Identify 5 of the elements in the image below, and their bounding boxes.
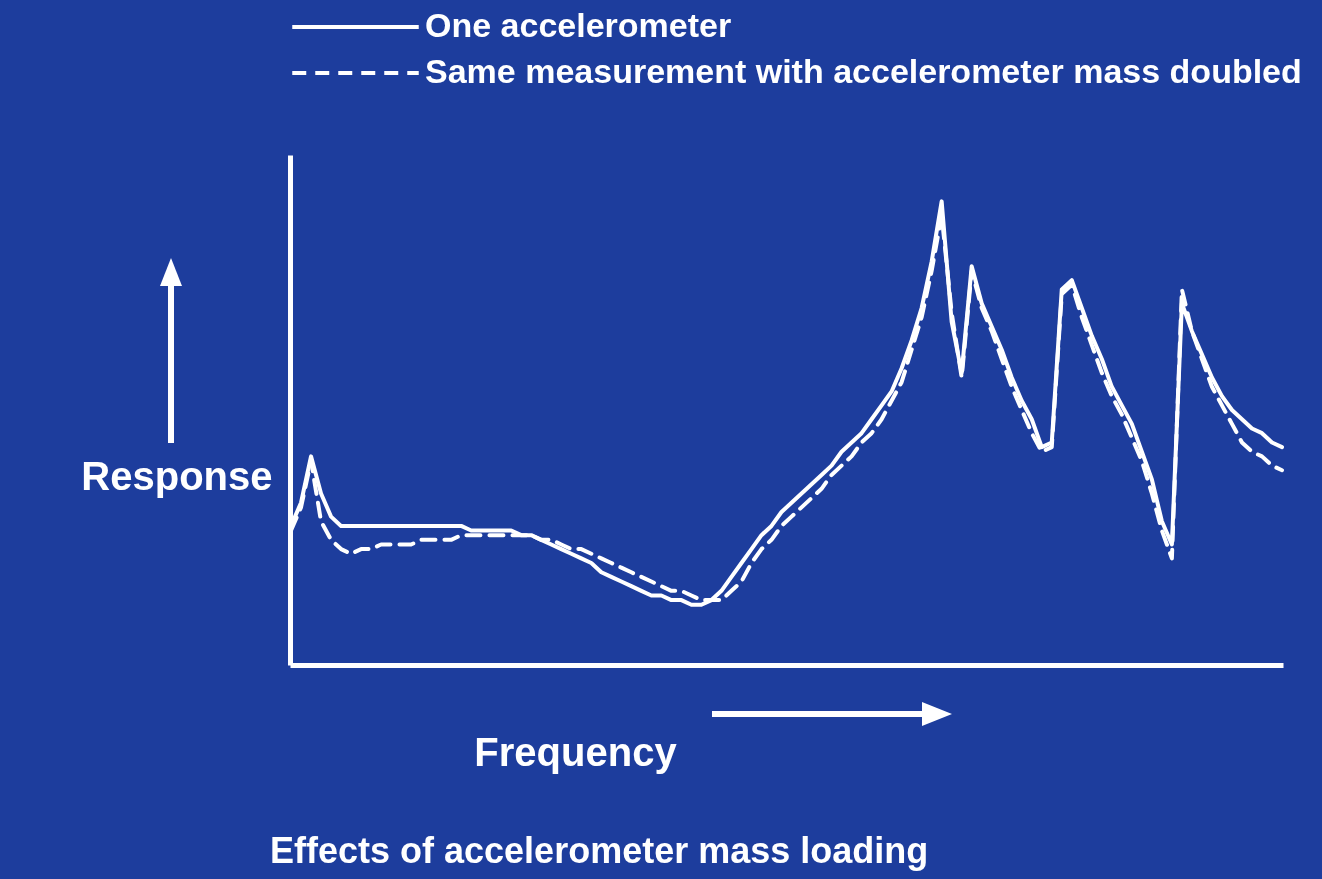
y-axis-title: Response (81, 453, 273, 498)
x-axis-title: Frequency (474, 729, 678, 774)
legend-label: One accelerometer (425, 6, 732, 44)
text: Effects of accelerometer mass loading (270, 830, 929, 871)
legend-label: Same measurement with accelerometer mass doubled (425, 52, 1302, 90)
